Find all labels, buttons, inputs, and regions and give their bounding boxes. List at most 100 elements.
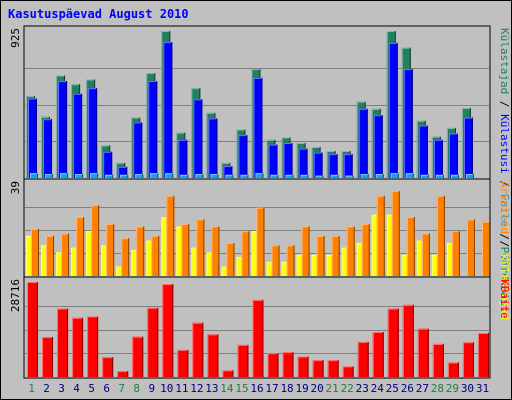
bar-Külastusi-26 bbox=[405, 173, 414, 178]
bar-Faile-23 bbox=[358, 108, 368, 178]
bar-Arvuteid-21 bbox=[331, 235, 340, 276]
bar-KBaite-10 bbox=[162, 284, 174, 377]
bar-Faile-12 bbox=[193, 99, 203, 178]
bar-Arvuteid-28 bbox=[436, 195, 445, 276]
x-tick-label-31: 31 bbox=[476, 382, 489, 395]
bar-Külastusi-23 bbox=[360, 174, 369, 178]
bar-Arvuteid-4 bbox=[76, 217, 85, 276]
bar-Külastusi-3 bbox=[60, 173, 69, 178]
bar-KBaite-26 bbox=[402, 304, 414, 377]
x-tick-label-25: 25 bbox=[386, 382, 399, 395]
bar-Faile-9 bbox=[148, 81, 158, 178]
bar-KBaite-19 bbox=[297, 356, 309, 377]
bar-Külastusi-24 bbox=[375, 174, 384, 178]
bar-Külastusi-13 bbox=[210, 174, 219, 178]
bar-Külastajad-8 bbox=[131, 250, 140, 276]
bar-KBaite-8 bbox=[132, 336, 144, 377]
bar-Faile-18 bbox=[283, 143, 293, 178]
bar-KBaite-15 bbox=[237, 344, 249, 377]
bar-Faile-30 bbox=[463, 117, 473, 178]
bar-Arvuteid-2 bbox=[46, 235, 55, 276]
bar-Arvuteid-16 bbox=[256, 207, 265, 276]
bar-Faile-14 bbox=[223, 166, 233, 178]
bar-KBaite-24 bbox=[372, 332, 384, 377]
bar-Külastusi-27 bbox=[420, 174, 429, 178]
bar-Külastusi-16 bbox=[255, 173, 264, 178]
bar-KBaite-7 bbox=[117, 371, 129, 377]
x-tick-label-28: 28 bbox=[431, 382, 444, 395]
bar-Külastusi-15 bbox=[240, 174, 249, 178]
bar-KBaite-21 bbox=[327, 360, 339, 377]
bar-Faile-21 bbox=[328, 154, 338, 178]
bar-Faile-17 bbox=[268, 144, 278, 178]
bar-Arvuteid-17 bbox=[271, 245, 280, 276]
bar-Faile-26 bbox=[403, 69, 413, 178]
bar-Külastajad-5 bbox=[86, 231, 95, 276]
bar-Arvuteid-13 bbox=[211, 226, 220, 276]
panel-visits-ymax-label: 39 bbox=[9, 181, 22, 194]
bar-Faile-24 bbox=[373, 115, 383, 178]
x-tick-label-9: 9 bbox=[148, 382, 155, 395]
legend-entry-KBaite: KBaite bbox=[498, 279, 511, 319]
bar-Külastusi-1 bbox=[30, 173, 38, 178]
x-tick-label-30: 30 bbox=[461, 382, 474, 395]
bar-Külastusi-18 bbox=[285, 174, 294, 178]
bar-Külastajad-20 bbox=[311, 254, 320, 276]
bar-KBaite-23 bbox=[357, 341, 369, 377]
bar-Külastajad-25 bbox=[386, 214, 395, 276]
bar-Arvuteid-29 bbox=[451, 231, 460, 276]
bar-Faile-1 bbox=[28, 98, 37, 178]
bar-Külastajad-19 bbox=[296, 254, 305, 276]
bar-Arvuteid-15 bbox=[241, 231, 250, 276]
bar-Külastusi-14 bbox=[225, 174, 234, 178]
x-tick-label-3: 3 bbox=[58, 382, 65, 395]
bar-Külastajad-6 bbox=[101, 245, 110, 276]
bar-Külastajad-2 bbox=[41, 245, 50, 276]
bar-Külastajad-1 bbox=[26, 235, 34, 276]
bar-KBaite-5 bbox=[87, 316, 99, 377]
x-tick-label-22: 22 bbox=[341, 382, 354, 395]
bar-Arvuteid-11 bbox=[181, 224, 190, 276]
legend-entry-Pöördumisi: Pöördumisi bbox=[498, 247, 511, 313]
bar-KBaite-30 bbox=[462, 342, 474, 377]
x-tick-label-21: 21 bbox=[326, 382, 339, 395]
bar-KBaite-22 bbox=[342, 366, 354, 377]
bar-Külastusi-2 bbox=[45, 174, 54, 178]
bar-Külastajad-24 bbox=[371, 214, 380, 276]
bar-KBaite-13 bbox=[207, 334, 219, 377]
bar-Külastusi-6 bbox=[105, 174, 114, 178]
bar-Arvuteid-5 bbox=[91, 205, 100, 276]
panel-visits-legend: Arvuteid / Külastajad bbox=[498, 181, 511, 320]
bar-Arvuteid-1 bbox=[31, 228, 39, 276]
bar-Faile-15 bbox=[238, 135, 248, 178]
bar-Külastajad-16 bbox=[251, 231, 260, 276]
bar-KBaite-1 bbox=[27, 282, 38, 377]
bar-Arvuteid-6 bbox=[106, 224, 115, 276]
bar-Külastusi-22 bbox=[345, 175, 354, 178]
bar-Külastajad-3 bbox=[56, 252, 65, 276]
bar-Arvuteid-27 bbox=[421, 233, 430, 276]
bar-Külastajad-9 bbox=[146, 240, 155, 276]
bar-Külastusi-28 bbox=[435, 174, 444, 178]
bar-Külastajad-10 bbox=[161, 217, 170, 276]
bar-Külastajad-23 bbox=[356, 242, 365, 276]
bar-Külastajad-27 bbox=[416, 240, 425, 276]
x-tick-label-12: 12 bbox=[190, 382, 203, 395]
x-tick-label-13: 13 bbox=[205, 382, 218, 395]
x-tick-label-29: 29 bbox=[446, 382, 459, 395]
bar-Külastajad-4 bbox=[71, 247, 80, 276]
bar-Külastusi-30 bbox=[465, 174, 474, 178]
x-tick-label-17: 17 bbox=[265, 382, 278, 395]
bar-Külastusi-8 bbox=[135, 174, 144, 178]
bar-Faile-28 bbox=[433, 139, 443, 178]
bar-Faile-11 bbox=[178, 139, 188, 178]
bar-Arvuteid-23 bbox=[361, 224, 370, 276]
bar-Külastusi-17 bbox=[270, 174, 279, 178]
bar-Arvuteid-12 bbox=[196, 219, 205, 276]
panel-pages-legend: Külastajad / Külastusi / Faile / Pöördum… bbox=[498, 28, 511, 313]
x-tick-label-19: 19 bbox=[295, 382, 308, 395]
legend-entry-Arvuteid: Arvuteid bbox=[498, 181, 511, 234]
legend-entry-Külastajad: Külastajad bbox=[498, 28, 511, 94]
x-tick-label-2: 2 bbox=[43, 382, 50, 395]
